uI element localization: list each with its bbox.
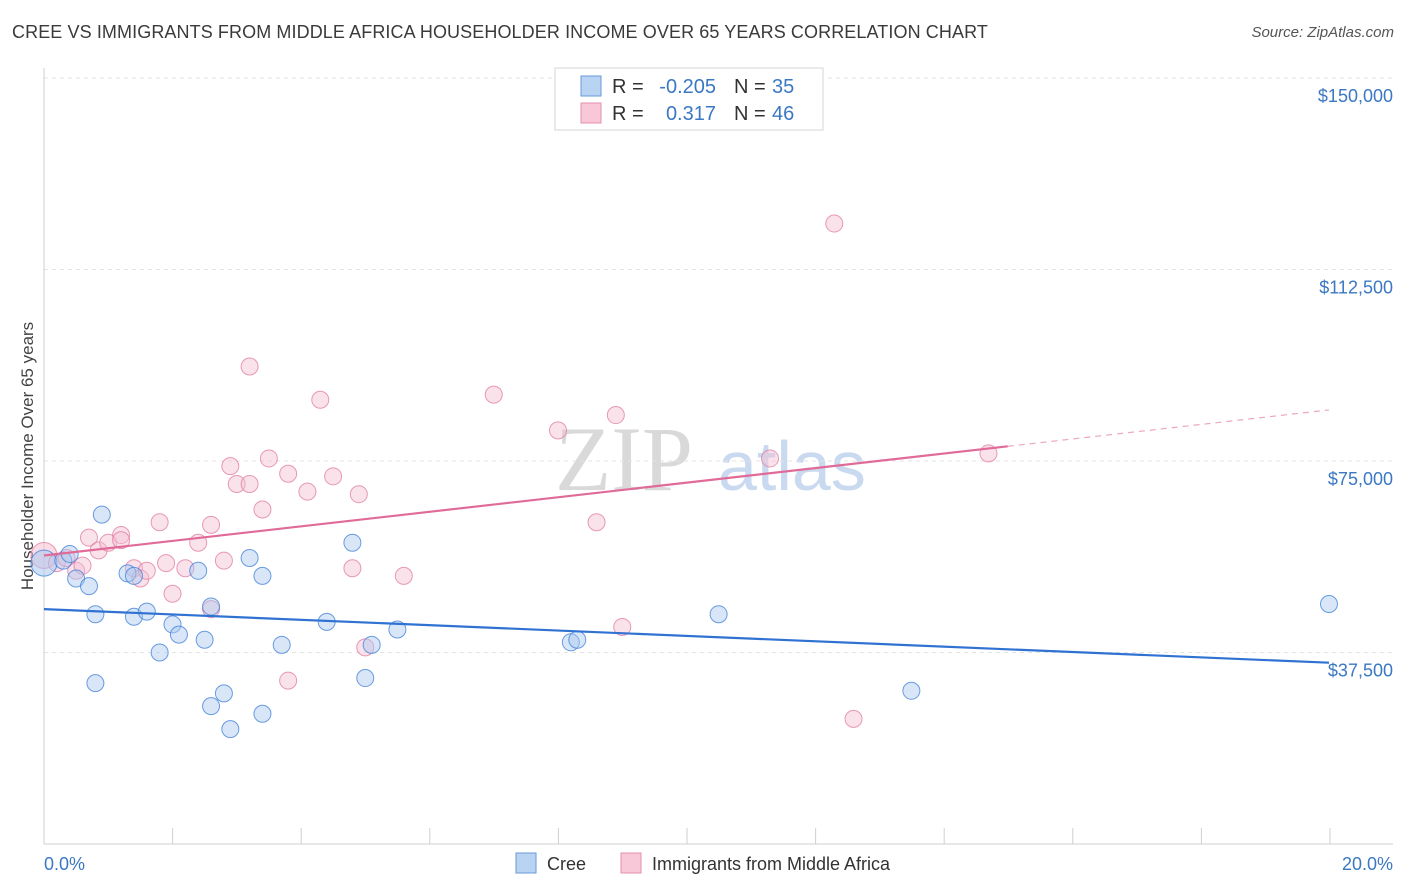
legend-r-value-cree: -0.205 xyxy=(659,76,716,98)
cree-point xyxy=(1320,594,1338,613)
cree-point xyxy=(202,597,221,616)
cree-point xyxy=(169,625,188,644)
legend-swatch-cree xyxy=(580,75,602,97)
x-tick-label-min: 0.0% xyxy=(44,854,85,874)
bottom-legend-label-cree: Cree xyxy=(547,854,586,874)
cree-point xyxy=(202,697,221,716)
x-tick-marks xyxy=(43,828,1331,844)
y-tick-label: $112,500 xyxy=(1319,278,1393,298)
series-cree-points xyxy=(30,505,1338,739)
middle-africa-point xyxy=(279,671,298,690)
y-axis-title: Householder Income Over 65 years xyxy=(18,322,37,590)
cree-point xyxy=(568,630,587,649)
cree-point xyxy=(195,630,214,649)
cree-point xyxy=(253,704,272,723)
legend-r-value-middle-africa: 0.317 xyxy=(666,103,716,125)
cree-point xyxy=(272,635,291,654)
cree-point xyxy=(54,551,73,570)
cree-point xyxy=(137,602,156,621)
cree-point xyxy=(86,605,105,624)
middle-africa-point xyxy=(606,406,625,425)
bottom-legend-swatch-cree xyxy=(515,852,537,874)
trend-line-cree xyxy=(43,607,1330,664)
y-tick-labels: $37,500 $75,000 $112,500 $150,000 xyxy=(1318,86,1393,681)
middle-africa-point xyxy=(279,464,298,483)
watermark-zip: ZIP xyxy=(555,408,693,510)
cree-point xyxy=(388,620,407,639)
bottom-legend-swatch-middle-africa xyxy=(620,852,642,874)
cree-point xyxy=(189,561,208,580)
cree-point xyxy=(92,505,111,524)
middle-africa-point xyxy=(240,474,259,493)
cree-point xyxy=(240,549,259,568)
cree-point xyxy=(163,615,182,634)
cree-point xyxy=(86,674,105,693)
trend-line-middle-africa xyxy=(43,445,1008,557)
legend-r-label-middle-africa: R = xyxy=(612,103,644,125)
middle-africa-point xyxy=(394,566,413,585)
middle-africa-point xyxy=(825,214,844,233)
middle-africa-point xyxy=(227,474,246,493)
middle-africa-point xyxy=(587,513,606,532)
middle-africa-point xyxy=(298,482,317,501)
cree-point xyxy=(30,549,58,577)
middle-africa-point xyxy=(613,617,632,636)
middle-africa-point xyxy=(549,421,567,440)
trend-lines xyxy=(43,409,1330,664)
middle-africa-point xyxy=(221,457,240,476)
legend-r-label-cree: R = xyxy=(612,76,644,98)
middle-africa-point xyxy=(253,500,272,519)
cree-point xyxy=(79,577,98,596)
middle-africa-point xyxy=(112,531,131,550)
middle-africa-point xyxy=(157,554,176,573)
cree-point xyxy=(214,684,233,703)
source-label: Source: ZipAtlas.com xyxy=(1251,24,1394,41)
middle-africa-point xyxy=(761,449,780,468)
chart-title: CREE VS IMMIGRANTS FROM MIDDLE AFRICA HO… xyxy=(12,22,988,42)
watermark: ZIP atlas xyxy=(555,408,866,510)
cree-point xyxy=(150,643,169,662)
cree-point xyxy=(253,566,272,585)
y-tick-label: $37,500 xyxy=(1328,661,1393,681)
cree-point xyxy=(902,681,921,700)
legend-n-value-middle-africa: 46 xyxy=(772,103,794,125)
middle-africa-point xyxy=(343,559,362,578)
legend-n-label-cree: N = xyxy=(734,76,766,98)
cree-point xyxy=(709,605,728,624)
y-tick-label: $75,000 xyxy=(1328,469,1393,489)
legend-n-value-cree: 35 xyxy=(772,76,794,98)
middle-africa-point xyxy=(163,584,182,603)
cree-point xyxy=(124,566,143,585)
y-tick-label: $150,000 xyxy=(1318,86,1393,106)
cree-point xyxy=(362,635,381,654)
middle-africa-point xyxy=(214,551,233,570)
cree-point xyxy=(356,669,375,688)
middle-africa-point xyxy=(112,526,131,545)
cree-point xyxy=(343,533,362,552)
middle-africa-point xyxy=(844,709,863,728)
legend-box: R = -0.205 N = 35 R = 0.317 N = 46 xyxy=(554,67,824,131)
bottom-legend-label-middle-africa: Immigrants from Middle Africa xyxy=(652,854,891,874)
cree-point xyxy=(221,720,240,739)
middle-africa-point xyxy=(202,515,221,534)
trend-line-middle-africa-projection xyxy=(1007,409,1330,447)
bottom-legend: Cree Immigrants from Middle Africa xyxy=(515,852,891,874)
x-tick-label-max: 20.0% xyxy=(1342,854,1393,874)
middle-africa-point xyxy=(240,357,259,376)
middle-africa-point xyxy=(259,449,278,468)
middle-africa-point xyxy=(311,390,330,409)
middle-africa-point xyxy=(79,528,98,547)
middle-africa-point xyxy=(484,385,503,404)
middle-africa-point xyxy=(349,485,368,504)
legend-swatch-middle-africa xyxy=(580,102,602,124)
middle-africa-point xyxy=(150,513,169,532)
legend-n-label-middle-africa: N = xyxy=(734,103,766,125)
middle-africa-point xyxy=(324,467,343,486)
